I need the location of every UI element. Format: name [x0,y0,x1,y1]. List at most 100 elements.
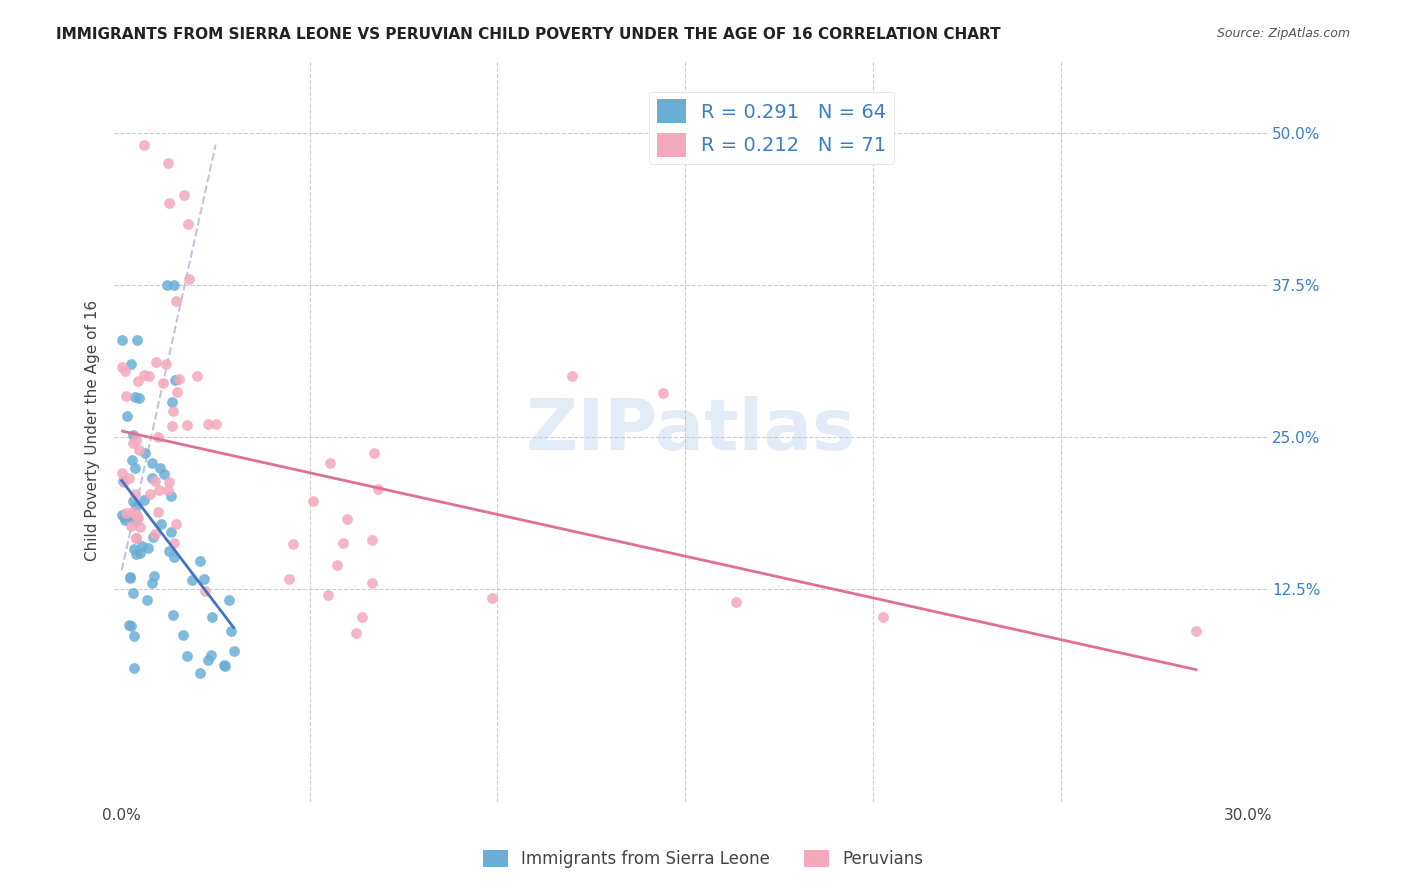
Point [124,460,146,475]
Point [1185,624,1208,639]
Point [361,576,384,591]
Point [200,648,222,663]
Point [201,610,224,624]
Point [186,368,208,383]
Point [155,357,177,371]
Point [193,572,215,586]
Point [160,419,183,434]
Point [188,666,211,681]
Point [111,360,134,375]
Point [361,533,384,548]
Point [166,384,188,399]
Point [316,588,339,602]
Point [125,531,148,545]
Point [163,549,186,564]
Point [163,536,186,550]
Point [219,624,242,638]
Point [135,592,157,607]
Point [142,569,165,583]
Point [125,433,148,447]
Point [138,369,160,384]
Y-axis label: Child Poverty Under the Age of 16: Child Poverty Under the Age of 16 [86,300,100,561]
Point [124,629,146,643]
Point [127,511,149,525]
Point [148,483,170,498]
Point [125,333,148,347]
Point [125,508,148,522]
Point [197,417,219,432]
Point [122,428,145,442]
Point [165,293,187,308]
Point [176,648,198,663]
Point [150,516,173,531]
Point [118,471,141,485]
Point [114,513,136,527]
Point [111,508,134,522]
Point [157,195,180,210]
Point [124,487,146,501]
Point [148,505,170,519]
Legend: Immigrants from Sierra Leone, Peruvians: Immigrants from Sierra Leone, Peruvians [477,843,929,875]
Point [122,661,145,675]
Point [162,404,184,418]
Point [363,446,385,460]
Point [214,658,236,673]
Point [115,389,138,403]
Point [156,277,179,292]
Point [122,586,145,600]
Point [652,386,675,401]
Point [277,572,299,586]
Point [128,442,150,457]
Point [197,653,219,667]
Point [153,467,176,481]
Text: ZIPatlas: ZIPatlas [526,396,856,465]
Point [121,505,143,519]
Point [131,539,153,553]
Point [157,543,180,558]
Point [173,188,195,202]
Point [214,658,236,673]
Point [344,626,367,640]
Point [163,373,186,387]
Point [114,364,136,378]
Point [143,527,166,541]
Point [145,355,167,369]
Point [336,512,359,526]
Point [122,541,145,556]
Point [167,372,190,386]
Point [194,583,217,598]
Point [128,520,150,534]
Point [319,456,342,470]
Point [138,486,160,500]
Point [352,610,374,624]
Point [188,554,211,568]
Point [481,591,503,606]
Point [160,395,183,409]
Point [128,391,150,405]
Point [146,430,169,444]
Point [160,524,183,539]
Point [125,547,148,561]
Point [141,457,163,471]
Point [165,516,187,531]
Point [115,506,138,520]
Point [176,417,198,432]
Point [120,518,142,533]
Point [301,494,323,508]
Point [112,474,135,488]
Point [125,514,148,528]
Point [118,571,141,585]
Point [120,511,142,525]
Point [325,558,347,572]
Point [152,376,174,390]
Text: IMMIGRANTS FROM SIERRA LEONE VS PERUVIAN CHILD POVERTY UNDER THE AGE OF 16 CORRE: IMMIGRANTS FROM SIERRA LEONE VS PERUVIAN… [56,27,1001,42]
Point [128,546,150,560]
Point [134,368,156,383]
Point [157,156,180,170]
Point [115,409,138,423]
Point [125,531,148,545]
Point [141,471,163,485]
Point [163,277,186,292]
Point [561,368,583,383]
Point [134,446,156,460]
